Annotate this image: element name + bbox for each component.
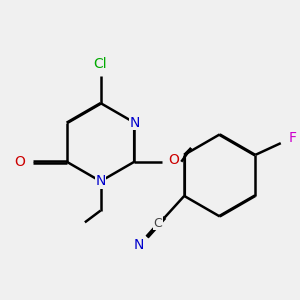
Text: Cl: Cl — [94, 57, 107, 71]
Text: O: O — [14, 155, 25, 169]
Text: C: C — [153, 217, 162, 230]
Text: O: O — [168, 153, 179, 167]
Text: N: N — [129, 116, 140, 130]
Text: N: N — [134, 238, 145, 252]
Text: F: F — [289, 131, 296, 146]
Text: N: N — [95, 174, 106, 188]
